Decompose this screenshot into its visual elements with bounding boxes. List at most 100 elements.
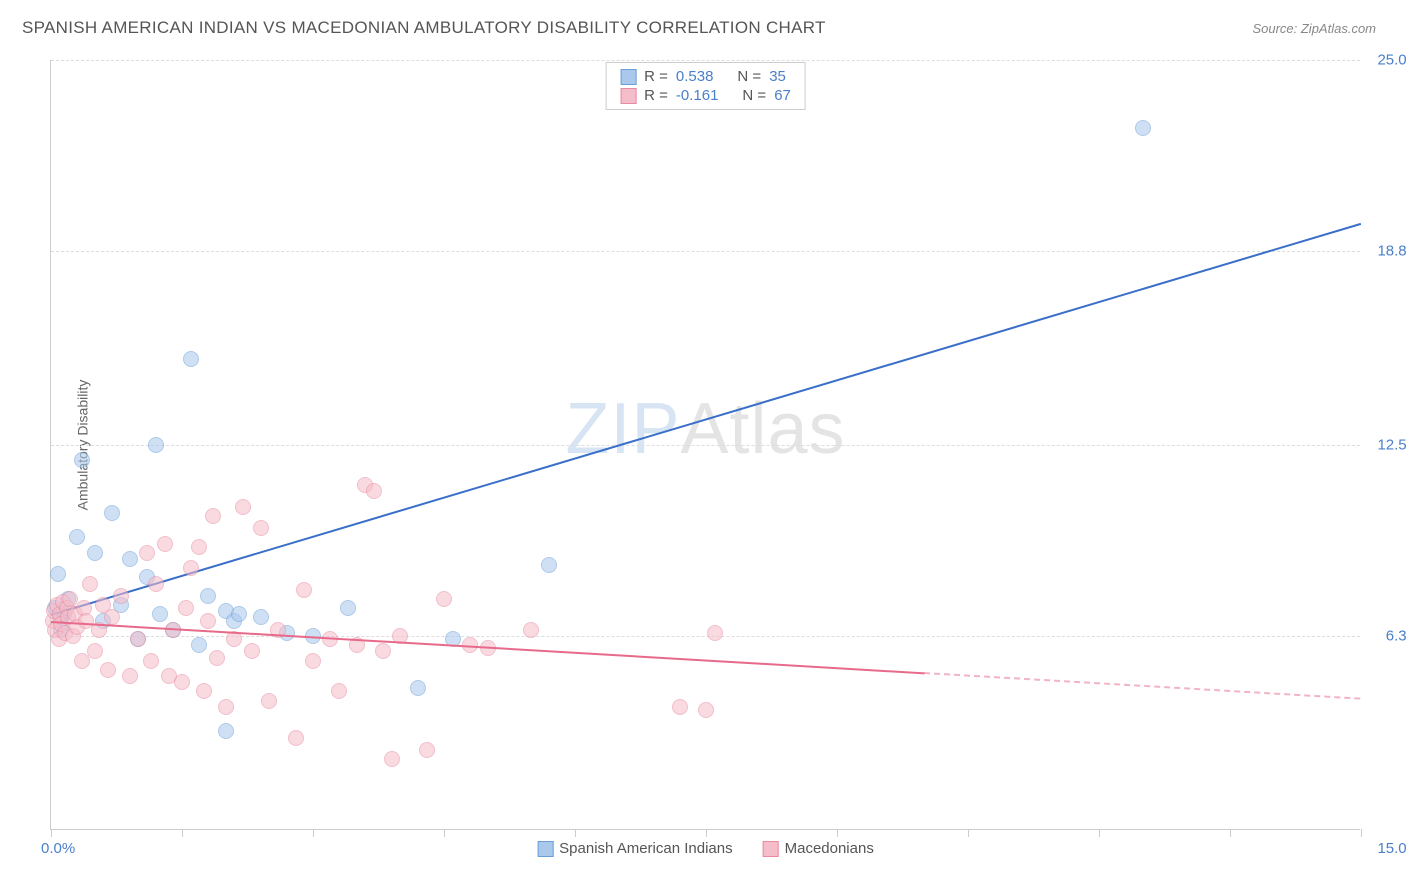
data-point (253, 520, 269, 536)
data-point (191, 539, 207, 555)
data-point (205, 508, 221, 524)
x-tick (706, 829, 707, 837)
data-point (261, 693, 277, 709)
data-point (148, 576, 164, 592)
data-point (100, 662, 116, 678)
data-point (410, 680, 426, 696)
watermark: ZIPAtlas (565, 388, 845, 470)
data-point (113, 588, 129, 604)
data-point (157, 536, 173, 552)
legend-swatch (763, 841, 779, 857)
legend-item: Spanish American Indians (537, 840, 732, 857)
data-point (104, 505, 120, 521)
x-tick (313, 829, 314, 837)
x-axis-max: 15.0% (1377, 840, 1406, 857)
legend-series-name: Spanish American Indians (559, 840, 732, 857)
r-label: R = (644, 87, 668, 104)
data-point (218, 723, 234, 739)
data-point (218, 699, 234, 715)
legend-row: R = -0.161 N = 67 (620, 86, 791, 105)
data-point (148, 437, 164, 453)
data-point (1135, 120, 1151, 136)
r-value: 0.538 (676, 68, 714, 85)
n-label: N = (742, 87, 766, 104)
data-point (366, 483, 382, 499)
data-point (375, 643, 391, 659)
data-point (143, 653, 159, 669)
data-point (139, 545, 155, 561)
data-point (69, 529, 85, 545)
scatter-plot: Ambulatory Disability ZIPAtlas R =0.538N… (50, 60, 1360, 830)
data-point (200, 613, 216, 629)
y-tick-label: 18.8% (1377, 242, 1406, 259)
chart-area: Ambulatory Disability ZIPAtlas R =0.538N… (50, 60, 1360, 830)
r-value: -0.161 (676, 87, 719, 104)
data-point (672, 699, 688, 715)
series-legend: Spanish American Indians Macedonians (537, 840, 874, 857)
gridline (51, 251, 1360, 252)
x-tick (575, 829, 576, 837)
trend-line (924, 672, 1361, 700)
data-point (122, 668, 138, 684)
legend-swatch (620, 69, 636, 85)
data-point (231, 606, 247, 622)
x-axis-min: 0.0% (41, 840, 75, 857)
data-point (183, 560, 199, 576)
data-point (253, 609, 269, 625)
data-point (191, 637, 207, 653)
data-point (122, 551, 138, 567)
data-point (331, 683, 347, 699)
data-point (200, 588, 216, 604)
data-point (209, 650, 225, 666)
data-point (698, 702, 714, 718)
y-tick-label: 6.3% (1386, 627, 1406, 644)
x-tick (51, 829, 52, 837)
chart-title: SPANISH AMERICAN INDIAN VS MACEDONIAN AM… (22, 18, 826, 38)
data-point (541, 557, 557, 573)
x-tick (1361, 829, 1362, 837)
n-value: 67 (774, 87, 791, 104)
r-label: R = (644, 68, 668, 85)
gridline (51, 445, 1360, 446)
x-tick (837, 829, 838, 837)
data-point (196, 683, 212, 699)
data-point (87, 545, 103, 561)
data-point (130, 631, 146, 647)
legend-swatch (620, 88, 636, 104)
n-label: N = (737, 68, 761, 85)
data-point (235, 499, 251, 515)
data-point (178, 600, 194, 616)
trend-line (51, 223, 1362, 616)
x-tick (1099, 829, 1100, 837)
trend-line (51, 621, 924, 674)
data-point (523, 622, 539, 638)
x-tick (1230, 829, 1231, 837)
correlation-legend: R =0.538N =35R =-0.161N =67 (605, 62, 806, 110)
data-point (183, 351, 199, 367)
y-tick-label: 12.5% (1377, 437, 1406, 454)
data-point (305, 653, 321, 669)
data-point (384, 751, 400, 767)
source-label: Source: ZipAtlas.com (1252, 21, 1376, 36)
data-point (74, 452, 90, 468)
data-point (288, 730, 304, 746)
data-point (50, 566, 66, 582)
gridline (51, 60, 1360, 61)
gridline (51, 636, 1360, 637)
data-point (244, 643, 260, 659)
data-point (152, 606, 168, 622)
data-point (707, 625, 723, 641)
data-point (87, 643, 103, 659)
legend-swatch (537, 841, 553, 857)
data-point (82, 576, 98, 592)
x-tick (444, 829, 445, 837)
legend-row: R =0.538N =35 (620, 67, 791, 86)
data-point (296, 582, 312, 598)
x-tick (182, 829, 183, 837)
data-point (174, 674, 190, 690)
data-point (340, 600, 356, 616)
data-point (419, 742, 435, 758)
x-tick (968, 829, 969, 837)
data-point (104, 609, 120, 625)
legend-series-name: Macedonians (785, 840, 874, 857)
